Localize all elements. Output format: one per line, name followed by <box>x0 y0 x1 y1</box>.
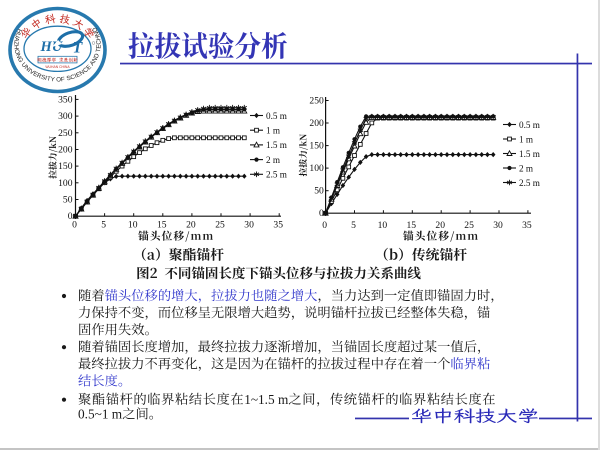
svg-text:250: 250 <box>58 128 73 139</box>
svg-text:10: 10 <box>378 220 388 231</box>
svg-text:0: 0 <box>319 208 324 219</box>
svg-text:200: 200 <box>58 145 73 156</box>
svg-text:30: 30 <box>493 220 503 231</box>
svg-text:5: 5 <box>101 220 106 231</box>
svg-text:20: 20 <box>186 220 196 231</box>
svg-text:1.5 m: 1.5 m <box>266 140 287 150</box>
svg-text:0.5 m: 0.5 m <box>266 111 287 121</box>
svg-text:200: 200 <box>309 118 324 129</box>
svg-text:0: 0 <box>72 220 77 231</box>
svg-text:25: 25 <box>215 220 225 231</box>
svg-text:5: 5 <box>351 220 356 231</box>
svg-text:15: 15 <box>407 220 417 231</box>
svg-text:0: 0 <box>68 211 73 222</box>
svg-text:15: 15 <box>157 220 167 231</box>
svg-text:HU: HU <box>40 39 64 55</box>
svg-text:250: 250 <box>309 96 324 107</box>
svg-text:2 m: 2 m <box>266 155 280 165</box>
svg-text:1 m: 1 m <box>266 126 280 136</box>
svg-text:20: 20 <box>435 220 445 231</box>
svg-text:2 m: 2 m <box>519 163 533 173</box>
svg-text:25: 25 <box>464 220 474 231</box>
svg-text:100: 100 <box>309 163 324 174</box>
svg-text:50: 50 <box>63 195 73 206</box>
svg-text:T: T <box>73 40 84 57</box>
svg-text:150: 150 <box>309 141 324 152</box>
svg-text:30: 30 <box>244 220 254 231</box>
svg-text:50: 50 <box>314 186 324 197</box>
svg-text:1 m: 1 m <box>519 134 533 144</box>
svg-text:0.5 m: 0.5 m <box>519 120 540 130</box>
svg-text:0.5~1 m: 0.5~1 m <box>78 406 123 421</box>
svg-text:350: 350 <box>58 94 73 105</box>
svg-text:35: 35 <box>522 220 532 231</box>
svg-text:WUHAN CHINA: WUHAN CHINA <box>45 65 70 69</box>
svg-text:10: 10 <box>128 220 138 231</box>
svg-text:0: 0 <box>322 220 327 231</box>
svg-text:1.5 m: 1.5 m <box>519 149 540 159</box>
svg-text:100: 100 <box>58 178 73 189</box>
svg-text:2.5 m: 2.5 m <box>266 170 287 180</box>
svg-text:1~1.5 m: 1~1.5 m <box>244 392 289 407</box>
svg-text:150: 150 <box>58 161 73 172</box>
svg-text:300: 300 <box>58 111 73 122</box>
svg-text:2.5 m: 2.5 m <box>519 178 540 188</box>
svg-text:35: 35 <box>273 220 283 231</box>
